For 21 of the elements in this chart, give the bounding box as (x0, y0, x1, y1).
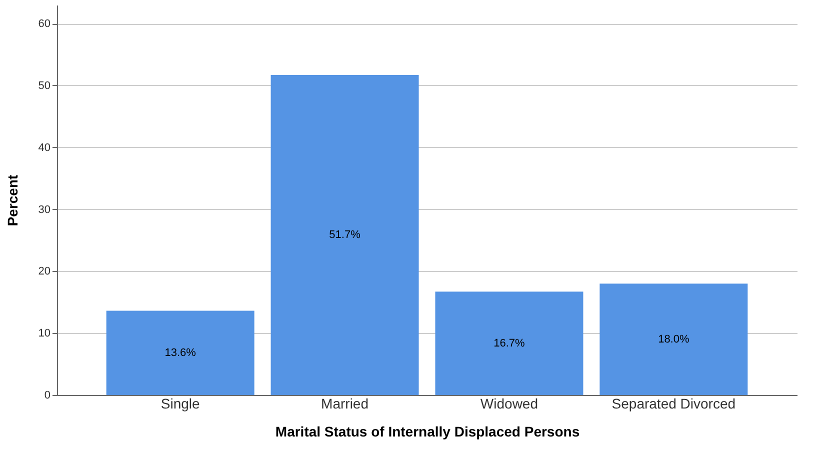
x-tick-label: Single (160, 396, 200, 412)
data-label: 51.7% (329, 228, 361, 241)
x-tick-label: Separated Divorced (612, 396, 736, 412)
x-tick-label: Widowed (480, 396, 538, 412)
bar (270, 74, 419, 395)
y-tick-label: 10 (38, 328, 50, 340)
y-tick-label: 60 (38, 18, 50, 30)
y-tick-label: 40 (38, 142, 50, 154)
y-tick-label: 0 (44, 390, 50, 402)
y-tick-label: 50 (38, 80, 50, 92)
x-tick-label: Married (321, 396, 369, 412)
bar (435, 292, 584, 395)
data-label: 16.7% (494, 337, 526, 350)
bar (106, 310, 254, 395)
y-tick-label: 20 (38, 266, 50, 278)
x-axis-title: Marital Status of Internally Displaced Persons (275, 424, 580, 440)
y-axis-title: Percent (4, 174, 20, 226)
y-tick-label: 30 (38, 204, 50, 216)
data-label: 13.6% (164, 346, 196, 359)
bar (600, 284, 748, 395)
data-label: 18.0% (658, 333, 690, 346)
